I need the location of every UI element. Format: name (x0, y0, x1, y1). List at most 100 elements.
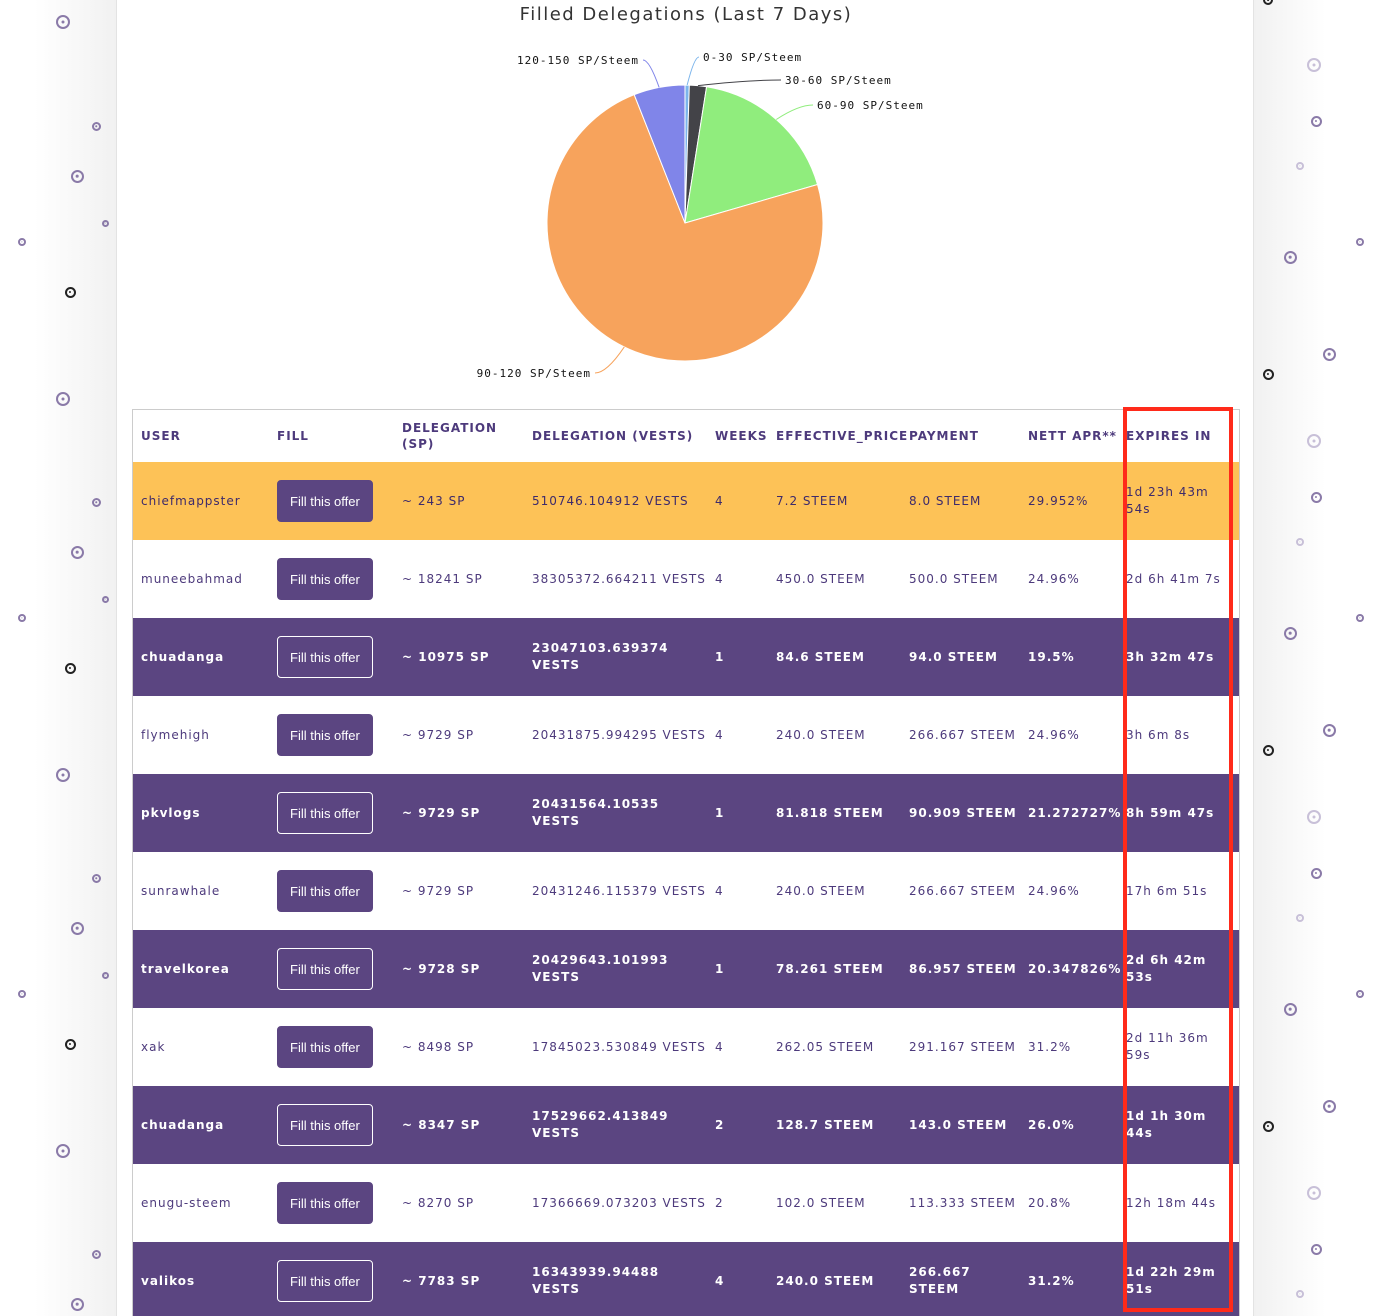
table-row: xak Fill this offer ~ 8498 SP 17845023.5308… (133, 1008, 1239, 1086)
decorative-dot-icon (1262, 1120, 1274, 1132)
cell-effective-price: 262.05 STEEM (776, 1039, 875, 1054)
cell-user[interactable]: sunrawhale (141, 883, 221, 898)
decorative-dot-icon (1356, 238, 1364, 246)
cell-weeks: 4 (715, 1273, 725, 1288)
header-nett-apr[interactable]: NETT APR** (1028, 429, 1117, 443)
cell-effective-price: 84.6 STEEM (776, 649, 865, 664)
fill-offer-button[interactable]: Fill this offer (277, 480, 373, 522)
header-weeks[interactable]: WEEKS (715, 429, 768, 443)
pie-slice-label: 60-90 SP/Steem (817, 99, 924, 112)
cell-delegation-vests: 17845023.530849 VESTS (532, 1039, 706, 1054)
decorative-dot-icon (64, 286, 76, 298)
cell-payment: 113.333 STEEM (909, 1195, 1016, 1210)
cell-user[interactable]: chuadanga (141, 649, 225, 664)
cell-delegation-vests: 38305372.664211 VESTS (532, 571, 706, 586)
decorative-dot-icon (56, 1144, 70, 1158)
chart-title: Filled Delegations (Last 7 Days) (519, 4, 853, 25)
cell-user[interactable]: pkvlogs (141, 805, 201, 820)
fill-offer-button[interactable]: Fill this offer (277, 558, 373, 600)
delegations-table: USER FILL DELEGATION (SP) DELEGATION (VE… (132, 409, 1240, 1316)
decorative-dot-icon (1307, 434, 1321, 448)
decorative-dot-icon (91, 1249, 101, 1259)
header-fill[interactable]: FILL (277, 429, 309, 443)
cell-nett-apr: 20.347826% (1028, 961, 1122, 976)
pie-slice-label: 120-150 SP/Steem (517, 54, 639, 67)
cell-expires-in: 2d 6h 42m 53s (1126, 953, 1207, 984)
decorative-dot-icon (1322, 723, 1336, 737)
cell-delegation-vests: 17529662.413849 VESTS (532, 1109, 669, 1140)
fill-offer-button[interactable]: Fill this offer (277, 1104, 373, 1146)
fill-offer-button[interactable]: Fill this offer (277, 1026, 373, 1068)
cell-fill: Fill this offer (277, 1086, 397, 1164)
cell-weeks: 4 (715, 493, 724, 508)
cell-nett-apr: 29.952% (1028, 493, 1089, 508)
cell-weeks: 1 (715, 649, 725, 664)
cell-user[interactable]: enugu-steem (141, 1195, 232, 1210)
fill-offer-button[interactable]: Fill this offer (277, 1260, 373, 1302)
cell-delegation-vests: 16343939.94488 VESTS (532, 1265, 660, 1296)
decorative-dot-icon (64, 662, 76, 674)
table-row: travelkorea Fill this offer ~ 9728 SP 20429… (133, 930, 1239, 1008)
fill-offer-button[interactable]: Fill this offer (277, 1182, 373, 1224)
decorative-dot-icon (1296, 1290, 1304, 1298)
cell-user[interactable]: chuadanga (141, 1117, 225, 1132)
cell-user[interactable]: valikos (141, 1273, 196, 1288)
cell-nett-apr: 24.96% (1028, 571, 1080, 586)
cell-fill: Fill this offer (277, 930, 397, 1008)
cell-delegation-sp: ~ 18241 SP (402, 571, 483, 586)
cell-weeks: 4 (715, 571, 724, 586)
cell-nett-apr: 26.0% (1028, 1117, 1075, 1132)
cell-effective-price: 81.818 STEEM (776, 805, 884, 820)
decorative-dot-icon (91, 121, 101, 131)
cell-fill: Fill this offer (277, 540, 397, 618)
cell-user[interactable]: travelkorea (141, 961, 230, 976)
cell-user[interactable]: xak (141, 1039, 166, 1054)
header-delegation-vests[interactable]: DELEGATION (VESTS) (532, 429, 694, 443)
cell-delegation-sp: ~ 9729 SP (402, 883, 475, 898)
decorative-dot-icon (1307, 58, 1321, 72)
decorative-dot-icon (1307, 1186, 1321, 1200)
cell-expires-in: 2d 6h 41m 7s (1126, 571, 1221, 586)
cell-fill: Fill this offer (277, 1242, 397, 1316)
decorative-dot-icon (1356, 614, 1364, 622)
fill-offer-button[interactable]: Fill this offer (277, 870, 373, 912)
fill-offer-button[interactable]: Fill this offer (277, 714, 373, 756)
pie-slice-label: 90-120 SP/Steem (477, 367, 591, 380)
pie-connector (697, 79, 782, 87)
decorative-dot-icon (1310, 491, 1322, 503)
fill-offer-button[interactable]: Fill this offer (277, 948, 373, 990)
decorative-dot-icon (91, 497, 101, 507)
decorative-dot-icon (101, 971, 109, 979)
cell-delegation-vests: 510746.104912 VESTS (532, 493, 689, 508)
cell-weeks: 2 (715, 1195, 724, 1210)
header-expires-in[interactable]: EXPIRES IN (1126, 429, 1212, 443)
fill-offer-button[interactable]: Fill this offer (277, 636, 373, 678)
cell-effective-price: 7.2 STEEM (776, 493, 849, 508)
pie-chart: 0-30 SP/Steem 30-60 SP/Steem 60-90 SP/Stee… (477, 51, 924, 380)
cell-user[interactable]: muneebahmad (141, 571, 243, 586)
decorative-dot-icon (1310, 115, 1322, 127)
cell-expires-in: 1d 1h 30m 44s (1126, 1109, 1207, 1140)
header-effective-price[interactable]: EFFECTIVE_PRICE (776, 429, 909, 443)
header-user[interactable]: USER (141, 429, 181, 443)
cell-delegation-sp: ~ 9728 SP (402, 961, 481, 976)
header-payment[interactable]: PAYMENT (909, 429, 979, 443)
cell-fill: Fill this offer (277, 696, 397, 774)
pie-slice[interactable] (546, 94, 824, 362)
cell-user[interactable]: chiefmappster (141, 493, 241, 508)
decorative-dot-icon (1356, 990, 1364, 998)
cell-payment: 8.0 STEEM (909, 493, 982, 508)
cell-nett-apr: 24.96% (1028, 727, 1080, 742)
cell-delegation-sp: ~ 10975 SP (402, 649, 490, 664)
pie-slice[interactable] (633, 84, 686, 224)
fill-offer-button[interactable]: Fill this offer (277, 792, 373, 834)
background-left (0, 0, 116, 1316)
cell-delegation-vests: 20431564.10535 VESTS (532, 797, 660, 828)
cell-delegation-vests: 20429643.101993 VESTS (532, 953, 669, 984)
decorative-dot-icon (1307, 810, 1321, 824)
decorative-dot-icon (70, 1297, 84, 1311)
decorative-dot-icon (70, 921, 84, 935)
cell-delegation-vests: 20431875.994295 VESTS (532, 727, 706, 742)
cell-user[interactable]: flymehigh (141, 727, 210, 742)
header-delegation-sp[interactable]: DELEGATION (SP) (402, 421, 498, 451)
